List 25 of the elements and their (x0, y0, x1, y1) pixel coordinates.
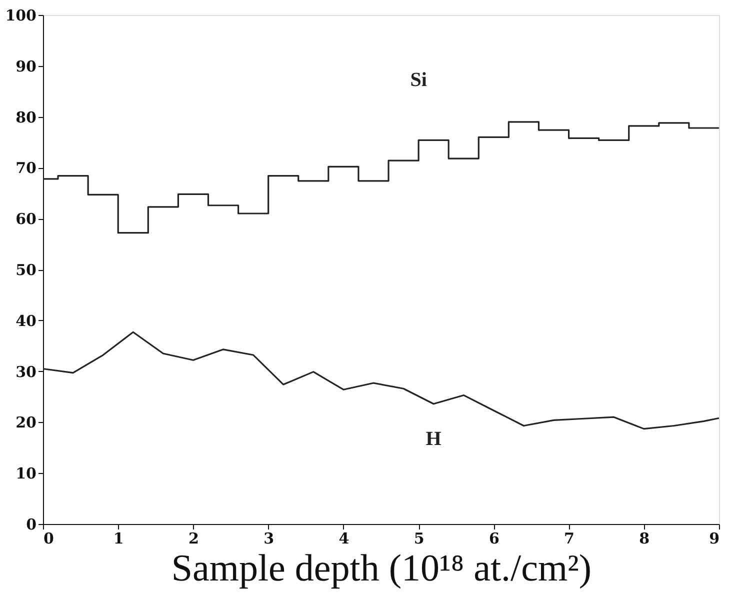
line-series (42, 331, 720, 430)
x-tick-label: 3 (264, 530, 274, 548)
y-tick-label: 90 (16, 57, 36, 76)
y-tick-label: 70 (16, 159, 36, 178)
x-tick-label: 2 (188, 530, 199, 548)
y-tick-label: 20 (16, 414, 36, 432)
y-tick-label: 0 (26, 516, 36, 534)
x-tick-label: 8 (639, 530, 650, 548)
series-label: H (426, 428, 442, 450)
x-tick-label: 1 (113, 530, 124, 548)
y-tick-label: 80 (16, 108, 36, 126)
x-tick-label: 5 (414, 530, 424, 548)
x-axis-title: Sample depth (10¹⁸ at./cm²) (171, 548, 592, 590)
x-tick-label: 0 (44, 530, 54, 548)
x-tick-label: 4 (338, 530, 350, 548)
y-tick-label: 40 (16, 312, 36, 330)
x-tick-label: 7 (564, 530, 574, 548)
x-tick-label: 9 (709, 530, 720, 548)
y-tick-label: 60 (16, 210, 36, 228)
y-tick-label: 30 (16, 362, 36, 381)
x-tick-label: 6 (488, 530, 500, 548)
y-tick-label: 100 (5, 6, 36, 24)
y-tick-label: 50 (16, 261, 36, 279)
y-tick-label: 10 (16, 464, 36, 483)
text: Si (410, 69, 428, 92)
